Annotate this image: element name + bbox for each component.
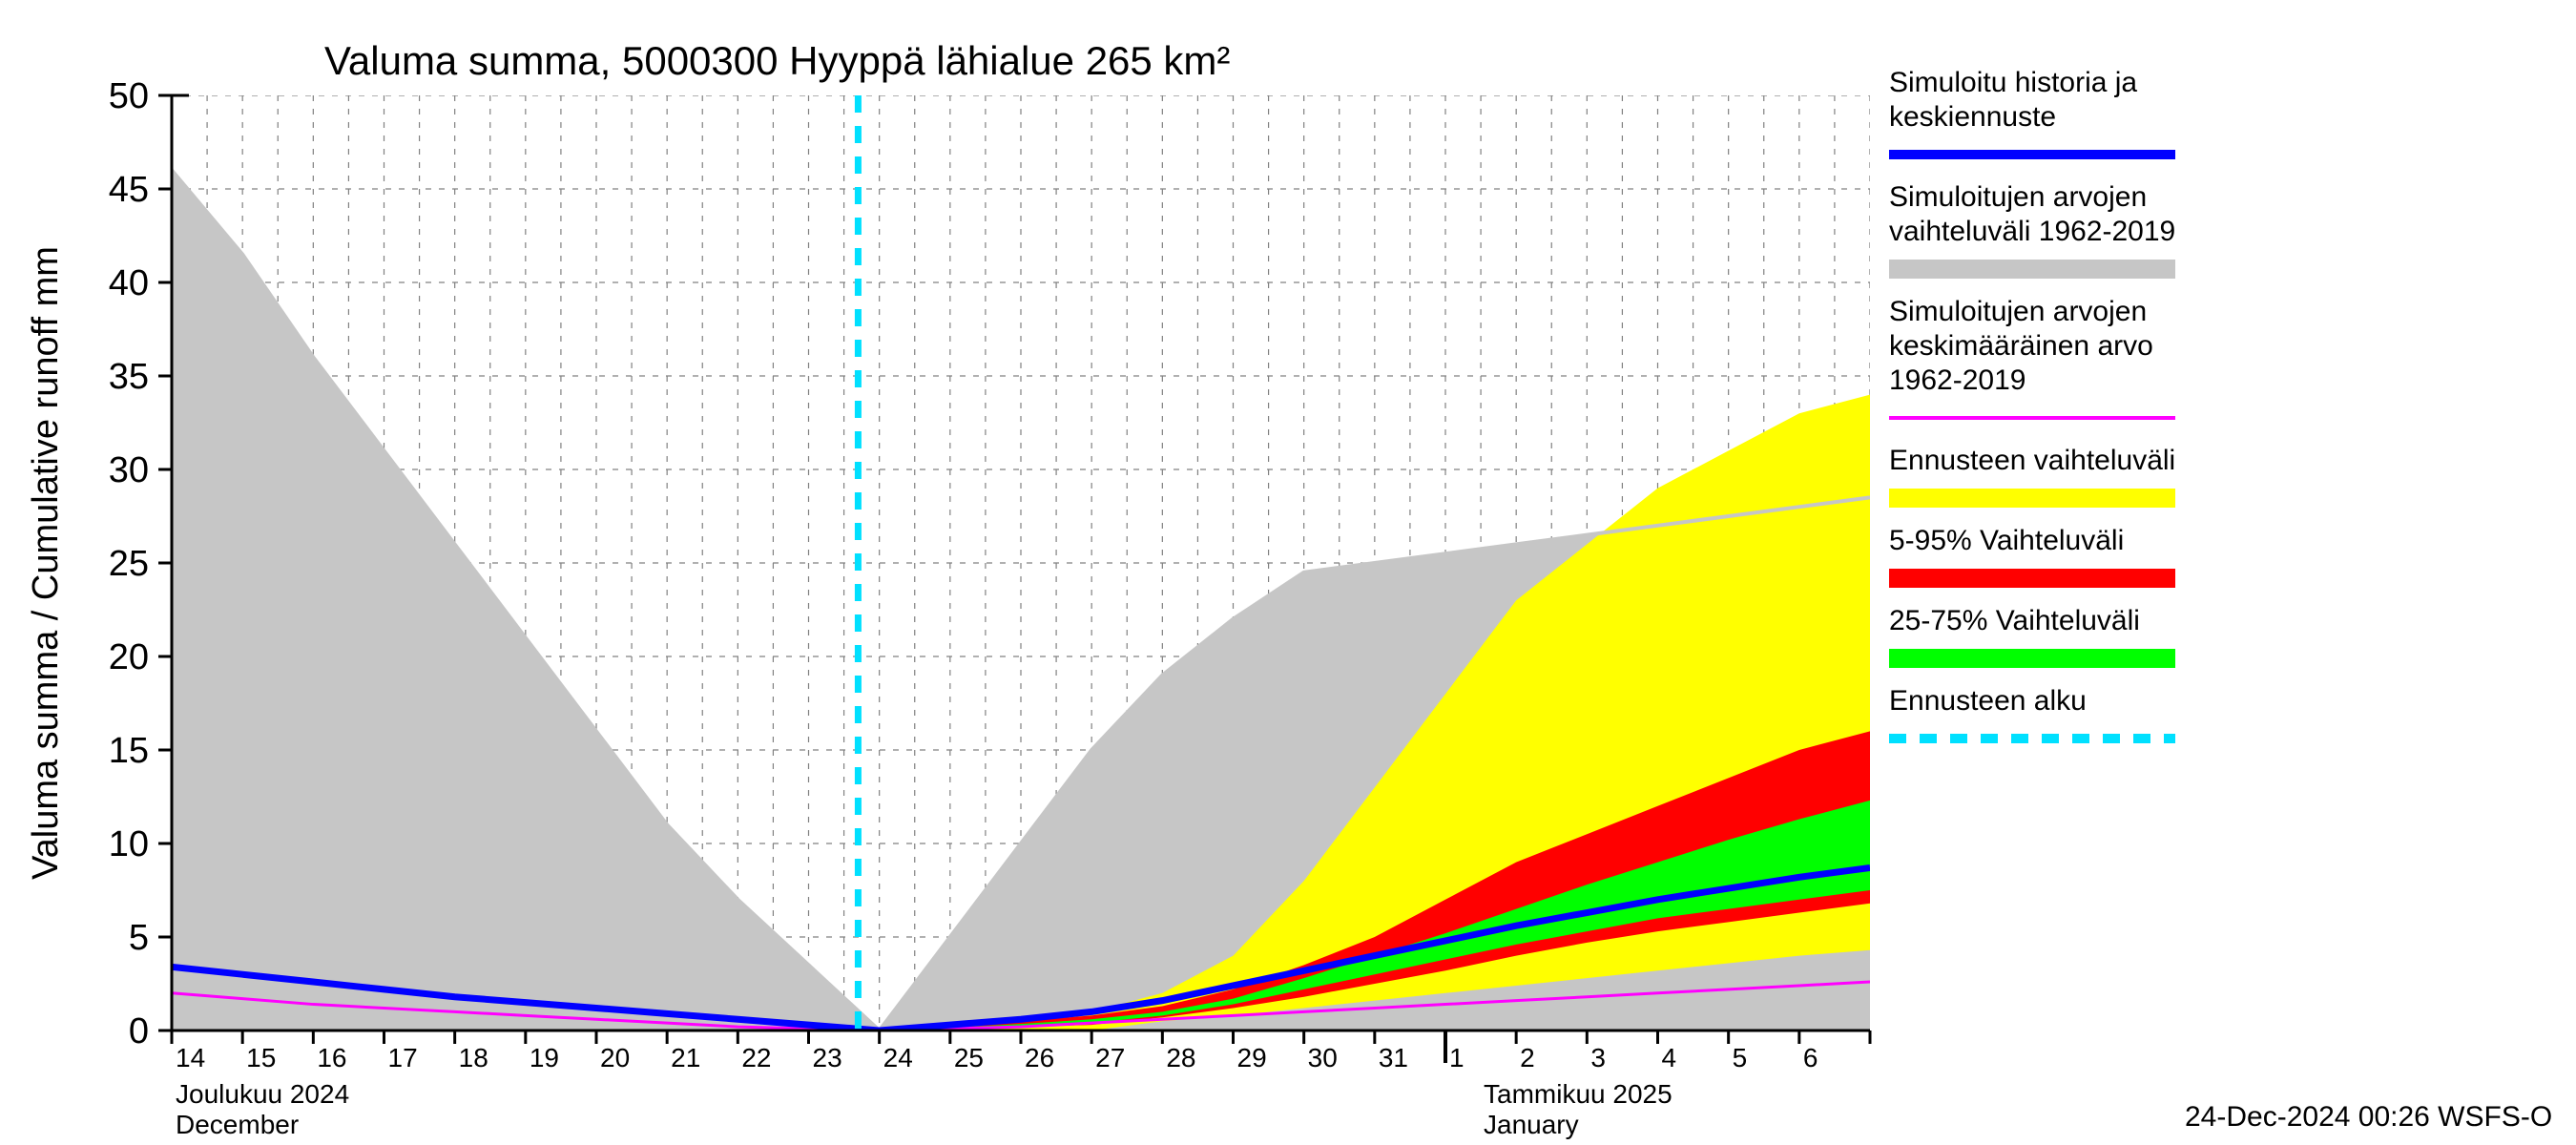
legend-label: Simuloitujen arvojen	[1889, 296, 2147, 327]
x-tick-label: 4	[1662, 1043, 1677, 1072]
legend-label: vaihteluväli 1962-2019	[1889, 216, 2175, 247]
x-tick-label: 14	[176, 1043, 205, 1072]
y-tick-label: 0	[129, 1011, 149, 1051]
y-tick-label: 50	[109, 76, 149, 116]
y-tick-label: 15	[109, 731, 149, 771]
legend-swatch	[1889, 260, 2175, 279]
chart-title: Valuma summa, 5000300 Hyyppä lähialue 26…	[324, 38, 1230, 83]
legend-swatch	[1889, 569, 2175, 588]
x-tick-label: 16	[317, 1043, 346, 1072]
x-tick-label: 20	[600, 1043, 630, 1072]
month-label-jan-top: Tammikuu 2025	[1484, 1079, 1672, 1109]
y-tick-label: 20	[109, 637, 149, 677]
x-tick-label: 17	[388, 1043, 418, 1072]
legend-swatch	[1889, 649, 2175, 668]
legend-label: Simuloitu historia ja	[1889, 67, 2137, 98]
legend-label: 25-75% Vaihteluväli	[1889, 605, 2140, 636]
x-tick-label: 15	[246, 1043, 276, 1072]
x-tick-label: 25	[954, 1043, 984, 1072]
chart-footer: 24-Dec-2024 00:26 WSFS-O	[2185, 1101, 2552, 1133]
x-tick-label: 31	[1379, 1043, 1408, 1072]
x-tick-label: 29	[1237, 1043, 1267, 1072]
x-tick-label: 23	[813, 1043, 842, 1072]
y-tick-label: 5	[129, 918, 149, 958]
legend-label: Ennusteen alku	[1889, 685, 2087, 717]
month-label-jan-bot: January	[1484, 1110, 1579, 1139]
x-tick-label: 19	[530, 1043, 559, 1072]
y-tick-label: 10	[109, 824, 149, 864]
y-tick-label: 45	[109, 170, 149, 210]
x-tick-label: 1	[1449, 1043, 1465, 1072]
x-tick-label: 28	[1166, 1043, 1195, 1072]
month-label-dec-top: Joulukuu 2024	[176, 1079, 349, 1109]
x-tick-label: 18	[459, 1043, 488, 1072]
x-tick-label: 27	[1095, 1043, 1125, 1072]
y-tick-label: 35	[109, 357, 149, 397]
legend-label: 5-95% Vaihteluväli	[1889, 525, 2124, 556]
y-tick-label: 40	[109, 263, 149, 303]
y-axis-label: Valuma summa / Cumulative runoff mm	[26, 246, 66, 880]
y-tick-label: 25	[109, 544, 149, 584]
legend-swatch	[1889, 489, 2175, 508]
legend-label: 1962-2019	[1889, 364, 2025, 396]
legend-label: Ennusteen vaihteluväli	[1889, 445, 2175, 476]
x-tick-label: 6	[1803, 1043, 1818, 1072]
x-tick-label: 2	[1520, 1043, 1535, 1072]
month-label-dec-bot: December	[176, 1110, 299, 1139]
legend-label: keskimääräinen arvo	[1889, 330, 2153, 362]
x-tick-label: 5	[1733, 1043, 1748, 1072]
legend-label: Simuloitujen arvojen	[1889, 181, 2147, 213]
y-tick-label: 30	[109, 450, 149, 490]
x-tick-label: 26	[1025, 1043, 1054, 1072]
x-tick-label: 21	[671, 1043, 700, 1072]
legend-label: keskiennuste	[1889, 101, 2056, 133]
x-tick-label: 24	[883, 1043, 913, 1072]
x-tick-label: 3	[1590, 1043, 1606, 1072]
chart-container: 0510152025303540455014151617181920212223…	[0, 0, 2576, 1145]
x-tick-label: 22	[741, 1043, 771, 1072]
x-tick-label: 30	[1308, 1043, 1338, 1072]
chart-svg: 0510152025303540455014151617181920212223…	[0, 0, 2576, 1145]
